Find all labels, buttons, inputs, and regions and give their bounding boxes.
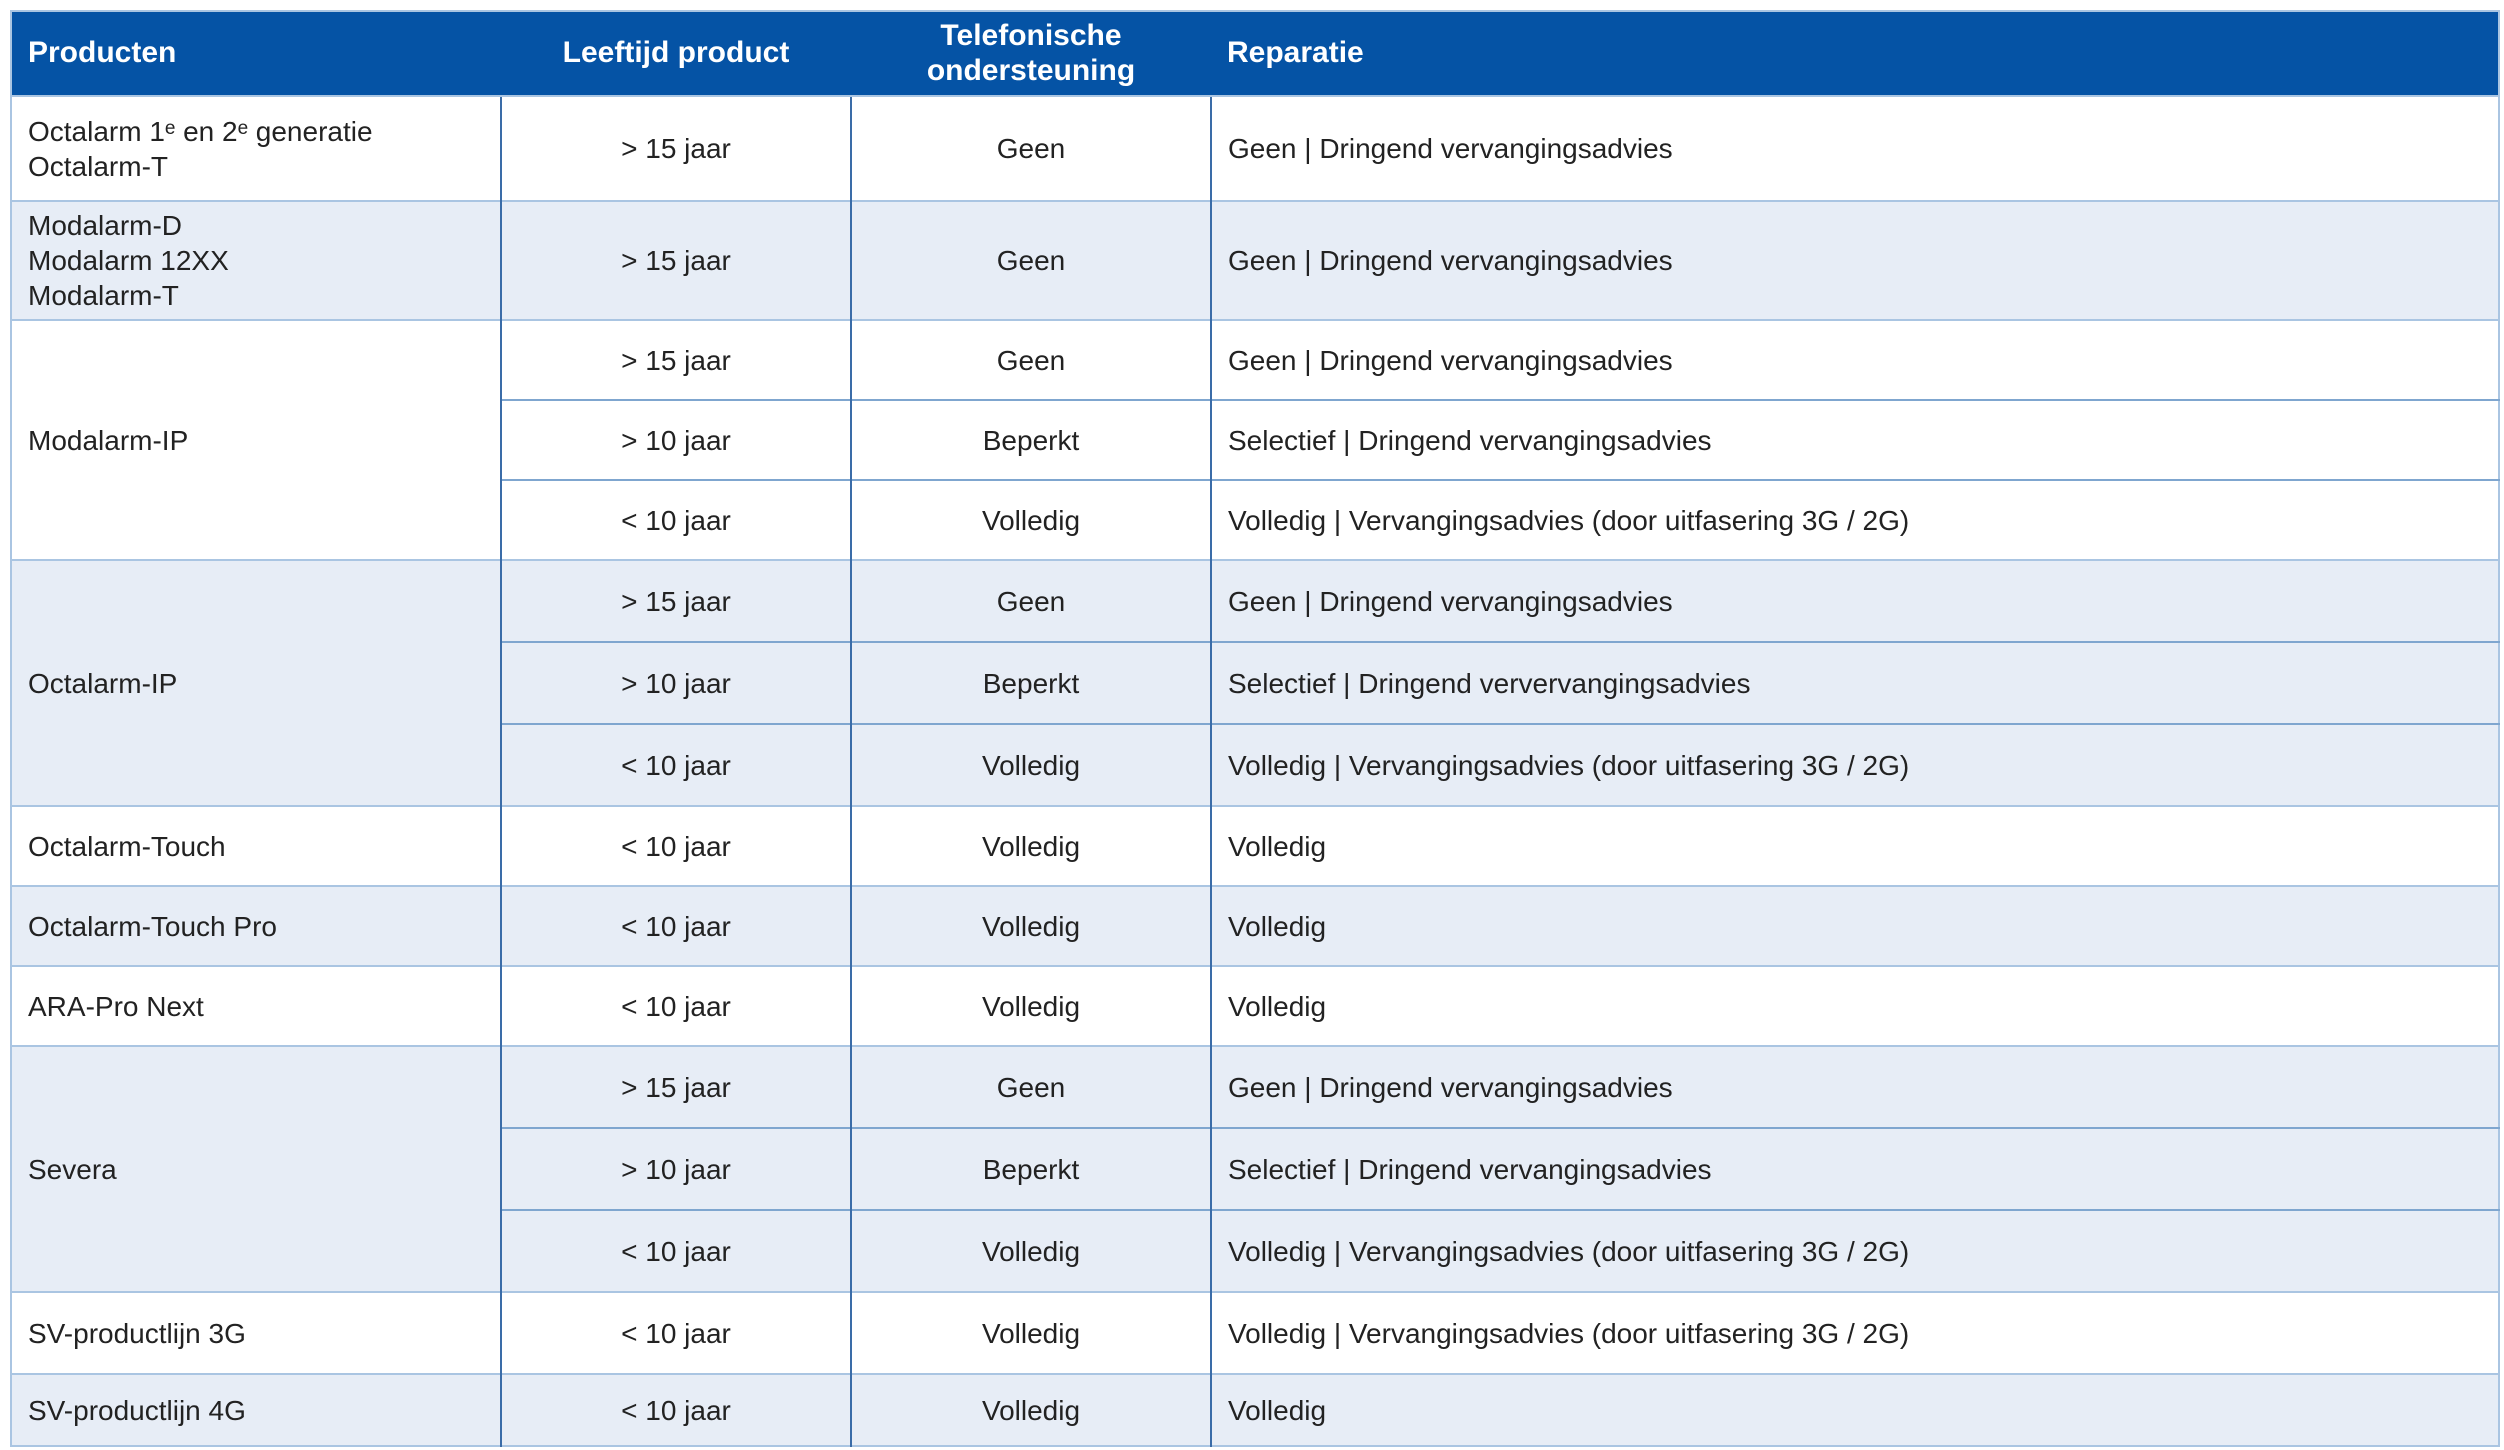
age-cell: < 10 jaar xyxy=(500,1291,851,1374)
support-cell: Volledig xyxy=(850,1373,1211,1446)
product-name-line: Octalarm-IP xyxy=(28,667,178,699)
age-cell: > 15 jaar xyxy=(500,319,851,400)
repair-cell: Volledig xyxy=(1210,1373,2499,1446)
product-name-line: SV-productlijn 4G xyxy=(28,1394,246,1426)
support-cell: Volledig xyxy=(850,1291,1211,1374)
repair-cell: Volledig | Vervangingsadvies (door uitfa… xyxy=(1210,1209,2499,1292)
table-header-row: Producten Leeftijd product Telefonische … xyxy=(11,11,2499,96)
age-cell: > 10 jaar xyxy=(500,1127,851,1210)
product-name-line: Modalarm-T xyxy=(28,280,179,311)
age-cell: < 10 jaar xyxy=(500,965,851,1046)
table-row: > 10 jaar Beperkt Selectief | Dringend v… xyxy=(11,399,2499,480)
repair-cell: Volledig | Vervangingsadvies (door uitfa… xyxy=(1210,723,2499,806)
support-cell: Volledig xyxy=(850,805,1211,886)
support-cell: Volledig xyxy=(850,479,1211,560)
table-row: ARA-Pro Next < 10 jaar Volledig Volledig xyxy=(11,965,2499,1046)
repair-cell: Geen | Dringend vervangingsadvies xyxy=(1210,200,2499,320)
age-cell: < 10 jaar xyxy=(500,723,851,806)
support-cell: Volledig xyxy=(850,965,1211,1046)
repair-cell: Selectief | Dringend vervangingsadvies xyxy=(1210,1127,2499,1210)
table-row: Octalarm-Touch < 10 jaar Volledig Volled… xyxy=(11,805,2499,886)
product-cell: SV-productlijn 3G xyxy=(11,1291,501,1374)
product-cell: Octalarm-Touch Pro xyxy=(11,885,501,966)
product-support-table: Producten Leeftijd product Telefonische … xyxy=(10,10,2500,1447)
support-cell: Beperkt xyxy=(850,641,1211,724)
support-cell: Geen xyxy=(850,200,1211,320)
repair-cell: Geen | Dringend vervangingsadvies xyxy=(1210,559,2499,642)
support-cell: Beperkt xyxy=(850,399,1211,480)
age-cell: < 10 jaar xyxy=(500,1373,851,1446)
age-cell: > 10 jaar xyxy=(500,399,851,480)
product-cell: Octalarm 1ᵉ en 2ᵉ generatie Octalarm-T xyxy=(11,95,501,201)
table-row: > 10 jaar Beperkt Selectief | Dringend v… xyxy=(11,1127,2499,1210)
product-name-line: Modalarm 12XX xyxy=(28,245,229,276)
table-row: Octalarm-Touch Pro < 10 jaar Volledig Vo… xyxy=(11,885,2499,966)
repair-cell: Volledig | Vervangingsadvies (door uitfa… xyxy=(1210,1291,2499,1374)
repair-cell: Volledig xyxy=(1210,805,2499,886)
product-name-line: SV-productlijn 3G xyxy=(28,1317,246,1349)
product-cell: Octalarm-IP xyxy=(11,559,501,806)
table-row: Octalarm-IP > 15 jaar Geen Geen | Dringe… xyxy=(11,559,2499,806)
table-row: Modalarm-D Modalarm 12XX Modalarm-T > 15… xyxy=(11,200,2499,320)
age-cell: > 15 jaar xyxy=(500,559,851,642)
column-header-telefonische-ondersteuning: Telefonische ondersteuning xyxy=(851,11,1211,96)
table-row: Octalarm 1ᵉ en 2ᵉ generatie Octalarm-T >… xyxy=(11,95,2499,201)
support-cell: Volledig xyxy=(850,1209,1211,1292)
age-cell: < 10 jaar xyxy=(500,1209,851,1292)
product-name-line: ARA-Pro Next xyxy=(28,990,204,1022)
age-cell: < 10 jaar xyxy=(500,805,851,886)
table-row: < 10 jaar Volledig Volledig | Vervanging… xyxy=(11,479,2499,560)
repair-cell: Selectief | Dringend vervangingsadvies xyxy=(1210,399,2499,480)
repair-cell: Selectief | Dringend ververvangingsadvie… xyxy=(1210,641,2499,724)
product-cell: Octalarm-Touch xyxy=(11,805,501,886)
product-name-line: Severa xyxy=(28,1153,117,1185)
table-row: Severa > 15 jaar Geen Geen | Dringend ve… xyxy=(11,1045,2499,1292)
repair-cell: Volledig xyxy=(1210,965,2499,1046)
table-row: < 10 jaar Volledig Volledig | Vervanging… xyxy=(11,1209,2499,1292)
product-name-line: Octalarm-Touch Pro xyxy=(28,910,277,942)
product-cell: ARA-Pro Next xyxy=(11,965,501,1046)
product-name-line: Modalarm-IP xyxy=(28,424,189,456)
age-cell: < 10 jaar xyxy=(500,885,851,966)
table-row: > 10 jaar Beperkt Selectief | Dringend v… xyxy=(11,641,2499,724)
support-cell: Volledig xyxy=(850,723,1211,806)
product-cell: SV-productlijn 4G xyxy=(11,1373,501,1446)
support-cell: Geen xyxy=(850,319,1211,400)
table-row: Modalarm-IP > 15 jaar Geen Geen | Dringe… xyxy=(11,319,2499,560)
product-cell: Modalarm-IP xyxy=(11,319,501,560)
product-name-line: Modalarm-D xyxy=(28,210,183,241)
repair-cell: Volledig xyxy=(1210,885,2499,966)
table-row: SV-productlijn 3G < 10 jaar Volledig Vol… xyxy=(11,1291,2499,1374)
support-cell: Geen xyxy=(850,95,1211,201)
age-cell: < 10 jaar xyxy=(500,479,851,560)
column-header-reparatie: Reparatie xyxy=(1211,11,2499,96)
product-cell: Modalarm-D Modalarm 12XX Modalarm-T xyxy=(11,200,501,320)
product-name-line: Octalarm-T xyxy=(28,150,168,182)
repair-cell: Geen | Dringend vervangingsadvies xyxy=(1210,319,2499,400)
age-cell: > 15 jaar xyxy=(500,1045,851,1128)
age-cell: > 15 jaar xyxy=(500,200,851,320)
product-name-line: Octalarm 1ᵉ en 2ᵉ generatie xyxy=(28,115,373,147)
support-cell: Geen xyxy=(850,1045,1211,1128)
repair-cell: Geen | Dringend vervangingsadvies xyxy=(1210,95,2499,201)
support-cell: Beperkt xyxy=(850,1127,1211,1210)
table-row: < 10 jaar Volledig Volledig | Vervanging… xyxy=(11,723,2499,806)
support-cell: Geen xyxy=(850,559,1211,642)
product-cell: Severa xyxy=(11,1045,501,1292)
repair-cell: Volledig | Vervangingsadvies (door uitfa… xyxy=(1210,479,2499,560)
repair-cell: Geen | Dringend vervangingsadvies xyxy=(1210,1045,2499,1128)
age-cell: > 15 jaar xyxy=(500,95,851,201)
age-cell: > 10 jaar xyxy=(500,641,851,724)
column-header-leeftijd-product: Leeftijd product xyxy=(501,11,851,96)
support-cell: Volledig xyxy=(850,885,1211,966)
column-header-producten: Producten xyxy=(11,11,501,96)
product-name-line: Octalarm-Touch xyxy=(28,830,226,862)
table-row: SV-productlijn 4G < 10 jaar Volledig Vol… xyxy=(11,1373,2499,1446)
